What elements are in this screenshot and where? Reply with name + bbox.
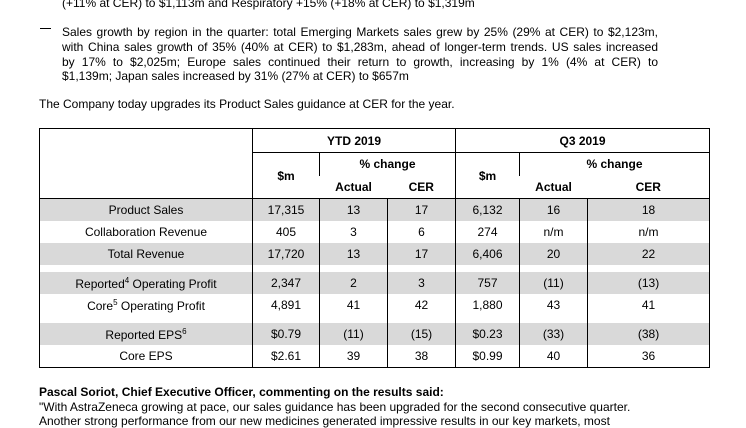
row-label: Total Revenue bbox=[39, 243, 253, 265]
q3-actual-cell: 40 bbox=[519, 345, 588, 368]
table-row: Product Sales 17,315 13 17 6,132 16 18 bbox=[39, 198, 710, 221]
guidance-text: The Company today upgrades its Product S… bbox=[39, 97, 455, 111]
ytd-actual-cell: 13 bbox=[319, 198, 388, 221]
q3-cer-cell: 18 bbox=[586, 198, 710, 221]
q3-m-cell: $0.99 bbox=[455, 345, 520, 368]
ytd-m-cell: 2,347 bbox=[252, 272, 320, 294]
table-row: Total Revenue 17,720 13 17 6,406 20 22 bbox=[39, 243, 710, 265]
ytd-actual-cell: 39 bbox=[319, 345, 388, 368]
q3-actual-cell: 16 bbox=[519, 198, 588, 221]
ytd-m-cell: 17,720 bbox=[252, 243, 320, 265]
ytd-cer-cell: 3 bbox=[387, 272, 456, 294]
quote-line-1: "With AstraZeneca growing at pace, our s… bbox=[39, 400, 631, 414]
ytd-header: YTD 2019 bbox=[252, 128, 456, 153]
ytd-pct-change-header: % change bbox=[319, 152, 456, 176]
q3-cer-cell: 41 bbox=[586, 294, 710, 316]
ytd-m-cell: 17,315 bbox=[252, 198, 320, 221]
q3-m-cell: 6,406 bbox=[455, 243, 520, 265]
row-label: Reported4 Operating Profit bbox=[39, 272, 253, 294]
q3-m-cell: 757 bbox=[455, 272, 520, 294]
ytd-actual-cell: 13 bbox=[319, 243, 388, 265]
row-label: Collaboration Revenue bbox=[84, 225, 208, 239]
bullet-line-4: $1,139m; Japan sales increased by 31% (2… bbox=[62, 69, 409, 83]
ytd-m-cell: $0.79 bbox=[252, 323, 320, 345]
q3-cer-header: CER bbox=[587, 175, 710, 199]
bullet-line-2: with China sales growth of 35% (40% at C… bbox=[62, 40, 658, 54]
header-blank bbox=[39, 128, 253, 199]
ytd-cer-cell: 42 bbox=[387, 294, 456, 316]
ytd-m-cell: 4,891 bbox=[252, 294, 320, 316]
q3-actual-cell: 20 bbox=[519, 243, 588, 265]
row-label: Product Sales bbox=[39, 198, 253, 221]
q3-actual-cell: (33) bbox=[519, 323, 588, 345]
q3-sm-header: $m bbox=[455, 152, 520, 199]
ytd-actual-cell: (11) bbox=[319, 323, 388, 345]
q3-actual-cell: 43 bbox=[519, 294, 588, 316]
quote-line-2: Another strong performance from our new … bbox=[39, 414, 610, 428]
ytd-sm-header: $m bbox=[252, 152, 320, 199]
table-row: Collaboration Revenue 405 3 6 274 n/m n/… bbox=[40, 221, 710, 243]
bullet-line-1: Sales growth by region in the quarter: t… bbox=[62, 25, 658, 39]
table-row: Core5 Operating Profit 4,891 41 42 1,880… bbox=[40, 294, 710, 316]
q3-cer-cell: (38) bbox=[586, 323, 710, 345]
row-label: Core5 Operating Profit bbox=[87, 297, 205, 313]
ytd-cer-cell: (15) bbox=[387, 323, 456, 345]
table-row: Reported4 Operating Profit 2,347 2 3 757… bbox=[39, 272, 710, 294]
ytd-cer-cell: 6 bbox=[387, 221, 456, 243]
row-separator bbox=[39, 265, 710, 272]
q3-pct-change-header: % change bbox=[518, 152, 710, 176]
footnote-ref: 6 bbox=[182, 326, 187, 336]
q3-header: Q3 2019 bbox=[454, 128, 710, 153]
footnote-ref: 5 bbox=[113, 297, 118, 307]
ytd-cer-cell: 38 bbox=[387, 345, 456, 368]
top-line: (+11% at CER) to $1,113m and Respiratory… bbox=[62, 0, 475, 10]
row-label: Core EPS bbox=[119, 349, 173, 363]
row-separator bbox=[39, 316, 710, 323]
q3-m-cell: $0.23 bbox=[455, 323, 520, 345]
ytd-cer-header: CER bbox=[387, 175, 456, 199]
quote-heading: Pascal Soriot, Chief Executive Officer, … bbox=[39, 385, 444, 399]
bullet-dash bbox=[40, 28, 51, 29]
q3-actual-cell: (11) bbox=[519, 272, 588, 294]
ytd-actual-cell: 2 bbox=[319, 272, 388, 294]
ytd-m-cell: $2.61 bbox=[252, 345, 320, 368]
footnote-ref: 4 bbox=[124, 275, 130, 285]
ytd-cer-cell: 17 bbox=[387, 198, 456, 221]
q3-cer-cell: (13) bbox=[586, 272, 710, 294]
ytd-actual-cell: 3 bbox=[319, 221, 388, 243]
bullet-line-3: by 17% to $2,025m; Europe sales continue… bbox=[62, 55, 658, 69]
table-row: Reported EPS6 $0.79 (11) (15) $0.23 (33)… bbox=[39, 323, 710, 345]
ytd-actual-cell: 41 bbox=[319, 294, 388, 316]
q3-actual-cell: n/m bbox=[519, 221, 588, 243]
q3-m-cell: 6,132 bbox=[455, 198, 520, 221]
q3-cer-cell: 22 bbox=[586, 243, 710, 265]
ytd-m-cell: 405 bbox=[252, 221, 320, 243]
row-label: Reported EPS6 bbox=[39, 323, 253, 345]
ytd-cer-cell: 17 bbox=[387, 243, 456, 265]
q3-cer-cell: 36 bbox=[586, 345, 710, 368]
q3-m-cell: 1,880 bbox=[455, 294, 520, 316]
q3-m-cell: 274 bbox=[455, 221, 520, 243]
table-row: Core EPS $2.61 39 38 $0.99 40 36 bbox=[40, 345, 710, 368]
q3-cer-cell: n/m bbox=[586, 221, 710, 243]
ytd-actual-header: Actual bbox=[319, 175, 388, 199]
results-table: YTD 2019 Q3 2019 $m % change $m % change… bbox=[39, 128, 711, 368]
q3-actual-header: Actual bbox=[519, 175, 588, 199]
